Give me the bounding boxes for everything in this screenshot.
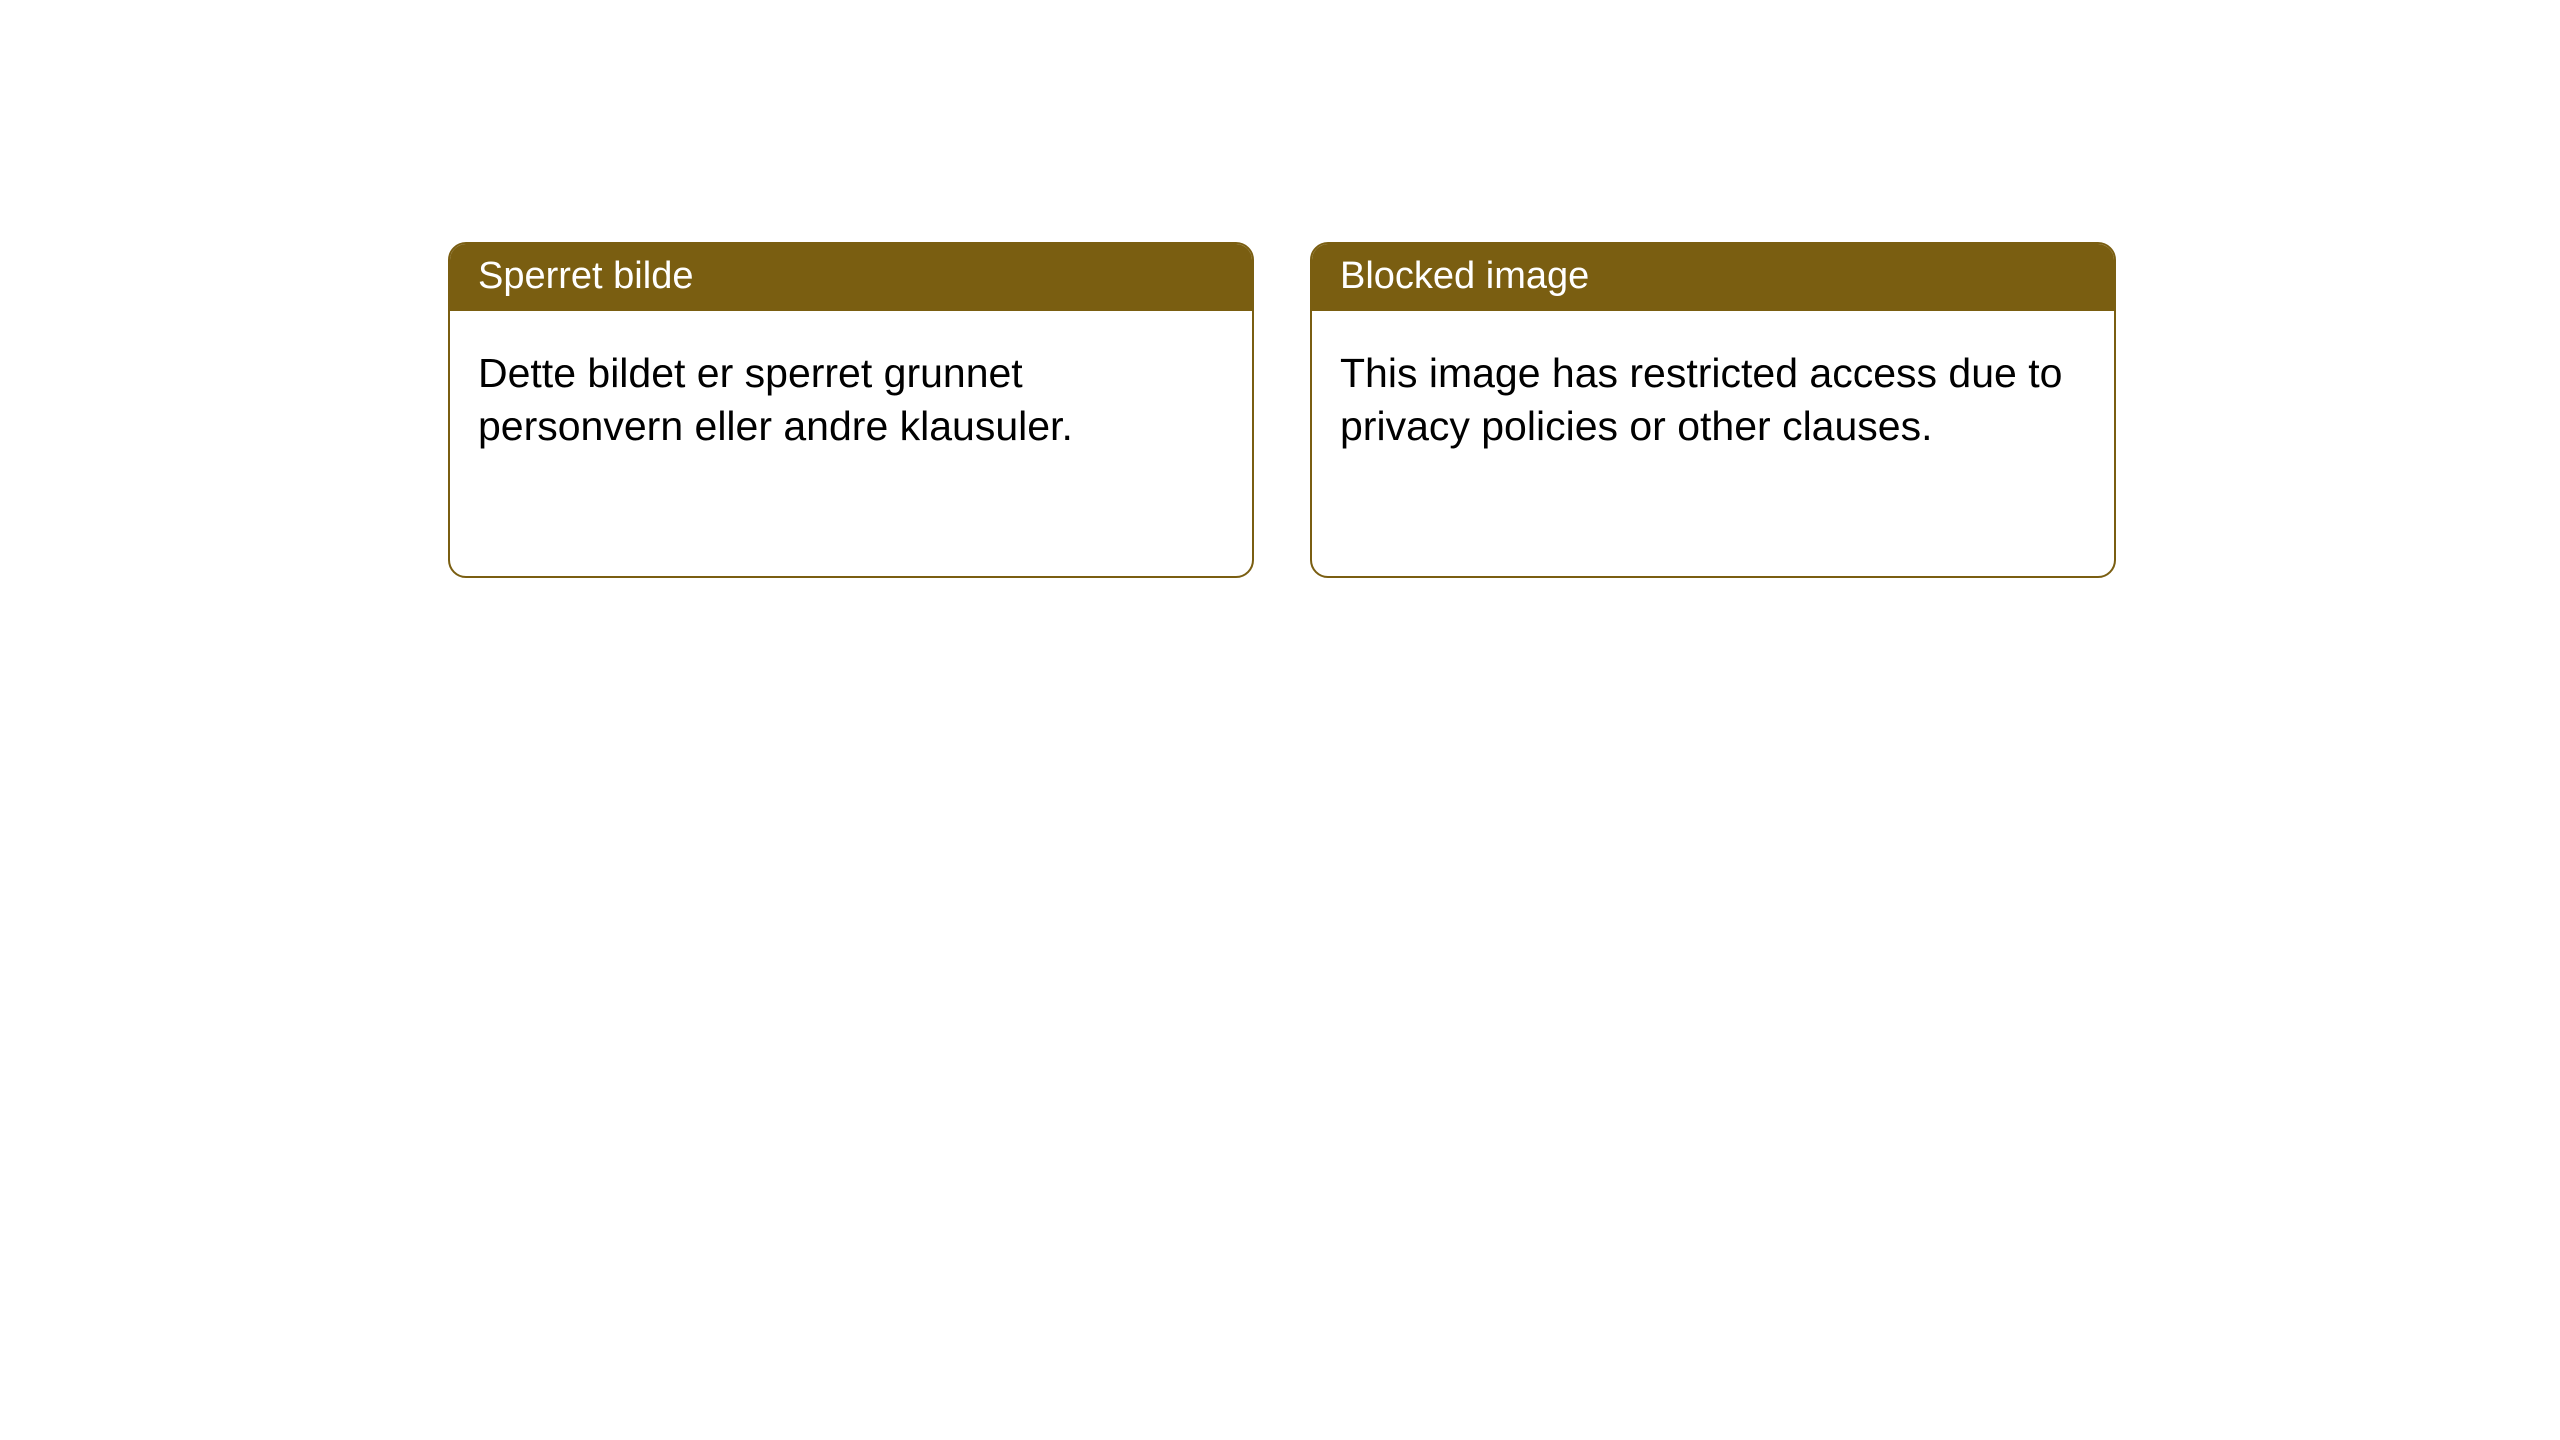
notice-header: Sperret bilde [450, 244, 1252, 311]
notice-body: Dette bildet er sperret grunnet personve… [450, 311, 1252, 488]
notice-container: Sperret bilde Dette bildet er sperret gr… [0, 0, 2560, 578]
notice-body: This image has restricted access due to … [1312, 311, 2114, 488]
notice-header: Blocked image [1312, 244, 2114, 311]
notice-card-norwegian: Sperret bilde Dette bildet er sperret gr… [448, 242, 1254, 578]
notice-card-english: Blocked image This image has restricted … [1310, 242, 2116, 578]
